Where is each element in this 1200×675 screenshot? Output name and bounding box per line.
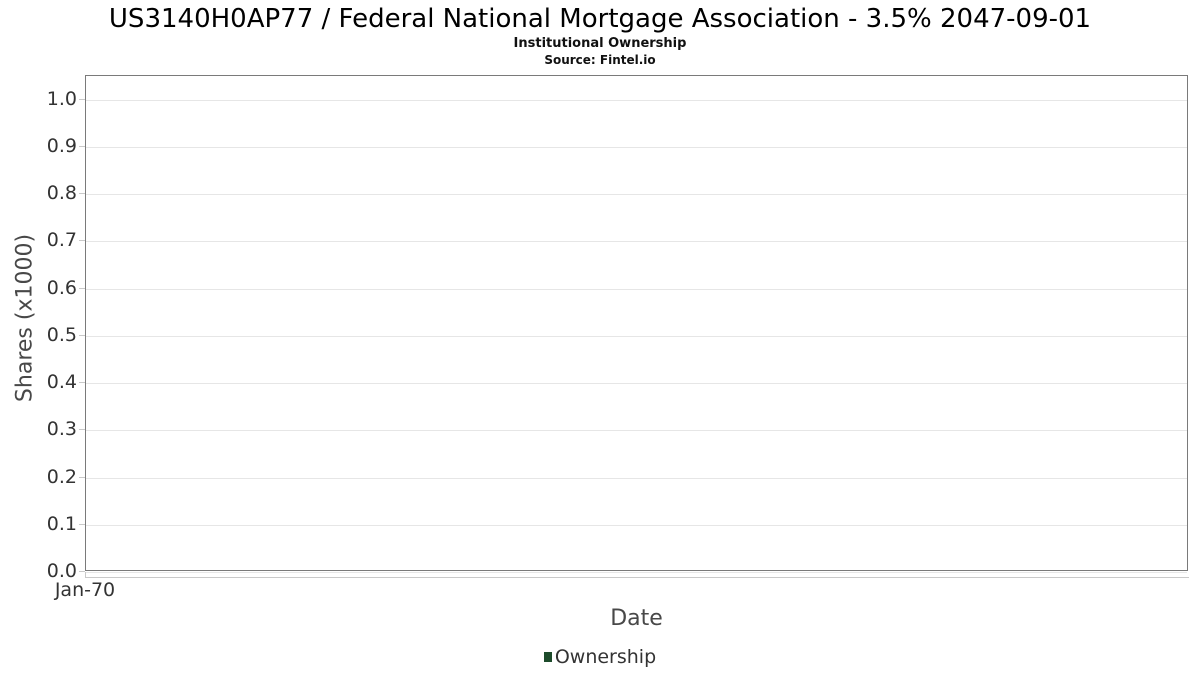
legend-marker-icon (543, 652, 552, 662)
plot-area (85, 75, 1188, 573)
y-axis-tick (79, 571, 85, 572)
y-axis-tick (79, 429, 85, 430)
gridline (86, 383, 1187, 384)
y-tick-label: 0.1 (46, 513, 77, 535)
chart-subtitle: Institutional Ownership (513, 36, 687, 51)
gridline (86, 289, 1187, 290)
y-axis-tick (79, 382, 85, 383)
y-tick-label: 0.0 (46, 560, 77, 582)
y-axis-tick (79, 146, 85, 147)
y-tick-label: 0.5 (46, 324, 77, 346)
legend-item-ownership[interactable]: Ownership (543, 646, 657, 668)
gridline (86, 241, 1187, 242)
y-tick-label: 0.6 (46, 277, 77, 299)
y-tick-label: 0.8 (46, 182, 77, 204)
x-tick-label: Jan-70 (54, 579, 116, 601)
legend-label: Ownership (554, 646, 657, 668)
y-axis-tick (79, 240, 85, 241)
y-tick-label: 0.3 (46, 418, 77, 440)
y-tick-label: 0.2 (46, 466, 77, 488)
y-axis-tick (79, 99, 85, 100)
chart-title: US3140H0AP77 / Federal National Mortgage… (108, 4, 1092, 34)
x-axis-tick (85, 572, 86, 577)
y-tick-label: 0.4 (46, 371, 77, 393)
gridline (86, 430, 1187, 431)
gridline (86, 194, 1187, 195)
gridline (86, 100, 1187, 101)
gridline (86, 147, 1187, 148)
y-axis-tick (79, 477, 85, 478)
gridline (86, 525, 1187, 526)
gridline (86, 572, 1187, 573)
legend: Ownership (0, 646, 1200, 668)
y-axis-title: Shares (x1000) (12, 233, 38, 403)
x-axis-title: Date (610, 606, 663, 631)
y-tick-label: 1.0 (46, 88, 77, 110)
y-axis-tick (79, 288, 85, 289)
gridline (86, 336, 1187, 337)
x-axis-line (85, 577, 1189, 578)
y-axis-tick (79, 335, 85, 336)
y-axis-tick (79, 193, 85, 194)
chart-source: Source: Fintel.io (544, 53, 656, 67)
y-axis-tick (79, 524, 85, 525)
y-tick-label: 0.7 (46, 229, 77, 251)
y-tick-label: 0.9 (46, 135, 77, 157)
gridline (86, 478, 1187, 479)
